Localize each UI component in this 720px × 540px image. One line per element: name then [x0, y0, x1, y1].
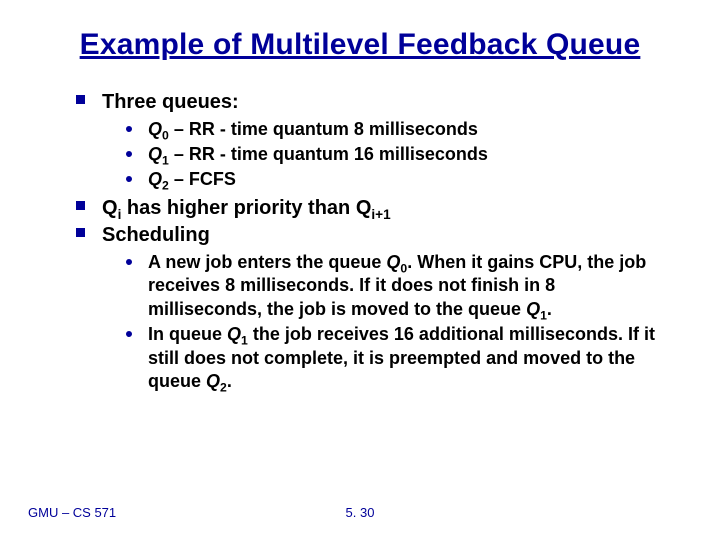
q-desc: – RR - time quantum 8 milliseconds [169, 119, 478, 139]
bullet-text: Three queues: [102, 91, 239, 113]
sub-item-q2: Q2 – FCFS [126, 168, 670, 191]
sub-list-queues: Q0 – RR - time quantum 8 milliseconds Q1… [126, 118, 670, 192]
q-sub: 1 [162, 154, 169, 168]
bullet-text: Scheduling [102, 224, 210, 246]
q-desc: – RR - time quantum 16 milliseconds [169, 144, 488, 164]
sched-text: A new job enters the queue Q0. When it g… [148, 252, 646, 319]
q-desc: – FCFS [169, 169, 236, 189]
priority-text: Qi has higher priority than Qi+1 [102, 197, 391, 219]
slide-title: Example of Multilevel Feedback Queue [40, 28, 680, 62]
q-symbol: Q [148, 144, 162, 164]
bullet-three-queues: Three queues: Q0 – RR - time quantum 8 m… [76, 90, 670, 192]
q-symbol: Q [148, 169, 162, 189]
q-sub: 0 [162, 128, 169, 142]
sub-item-sched-1: A new job enters the queue Q0. When it g… [126, 251, 670, 321]
bullet-list: Three queues: Q0 – RR - time quantum 8 m… [76, 90, 670, 393]
sub-item-q1: Q1 – RR - time quantum 16 milliseconds [126, 143, 670, 166]
q-symbol: Q [148, 119, 162, 139]
sub-list-scheduling: A new job enters the queue Q0. When it g… [126, 251, 670, 393]
q-sub: 2 [162, 179, 169, 193]
sched-text: In queue Q1 the job receives 16 addition… [148, 324, 655, 391]
bullet-priority: Qi has higher priority than Qi+1 [76, 196, 670, 222]
bullet-scheduling: Scheduling A new job enters the queue Q0… [76, 223, 670, 393]
footer-page-number: 5. 30 [0, 505, 720, 520]
content-area: Three queues: Q0 – RR - time quantum 8 m… [76, 90, 670, 393]
sub-item-q0: Q0 – RR - time quantum 8 milliseconds [126, 118, 670, 141]
slide: Example of Multilevel Feedback Queue Thr… [0, 0, 720, 540]
sub-item-sched-2: In queue Q1 the job receives 16 addition… [126, 323, 670, 393]
